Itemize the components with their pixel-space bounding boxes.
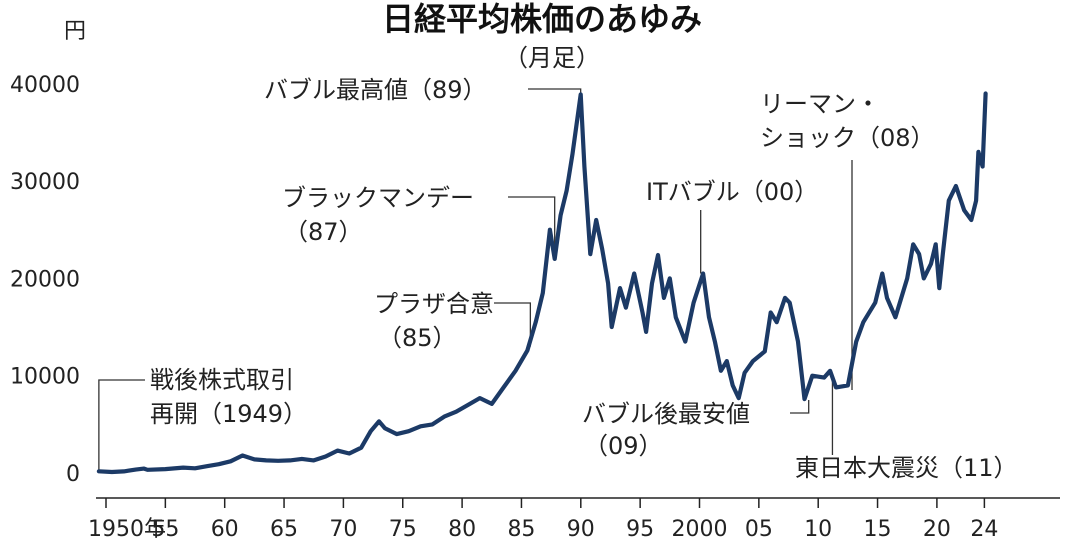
annotation-post-bubble-low: バブル後最安値 （09） xyxy=(582,400,750,460)
x-tick-label: 15 xyxy=(864,517,892,542)
annotation-black-monday: ブラックマンデー （87） xyxy=(282,184,474,246)
annotation-earthquake: 東日本大震災（11） xyxy=(795,454,1018,482)
x-tick-label: 10 xyxy=(804,517,832,542)
annotation-text: （85） xyxy=(378,324,457,352)
x-tick-label: 2000 xyxy=(672,517,728,542)
leader-black-monday xyxy=(508,196,556,259)
y-tick-label: 10000 xyxy=(10,365,80,390)
x-tick-marks xyxy=(105,498,986,508)
annotation-text: ショック（08） xyxy=(760,124,935,152)
y-tick-label: 20000 xyxy=(10,267,80,292)
annotation-text: 再開（1949） xyxy=(150,400,307,428)
y-unit-label: 円 xyxy=(64,19,86,44)
annotation-text: プラザ合意 xyxy=(374,290,494,318)
annotation-lehman: リーマン・ ショック（08） xyxy=(760,90,935,152)
x-tick-label: 1950年 xyxy=(88,517,166,542)
annotation-text: （09） xyxy=(584,432,663,460)
leader-bubble-peak xyxy=(528,88,582,95)
annotation-text: 東日本大震災（11） xyxy=(795,454,1018,482)
x-tick-label: 65 xyxy=(270,517,298,542)
y-tick-label: 30000 xyxy=(10,170,80,195)
x-tick-label: 70 xyxy=(329,517,357,542)
x-tick-label: 90 xyxy=(567,517,595,542)
annotation-text: 戦後株式取引 xyxy=(150,366,294,394)
x-tick-label: 55 xyxy=(151,517,179,542)
annotation-it-bubble: ITバブル（00） xyxy=(646,178,818,206)
leader-plaza xyxy=(494,302,532,347)
annotation-plaza: プラザ合意 （85） xyxy=(374,290,494,352)
annotation-bubble-peak: バブル最高値（89） xyxy=(264,76,487,104)
x-tick-label: 24 xyxy=(970,517,998,542)
annotation-text: バブル後最安値 xyxy=(582,400,750,428)
chart-title: 日経平均株価のあゆみ xyxy=(382,0,702,38)
y-tick-labels: 0 10000 20000 30000 40000 xyxy=(10,73,80,487)
x-tick-label: 85 xyxy=(507,517,535,542)
annotation-text: （87） xyxy=(284,218,363,246)
y-tick-label: 40000 xyxy=(10,73,80,98)
x-tick-label: 80 xyxy=(448,517,476,542)
x-tick-label: 20 xyxy=(923,517,951,542)
x-tick-label: 60 xyxy=(211,517,239,542)
annotation-leaders xyxy=(98,88,853,472)
annotation-text: ITバブル（00） xyxy=(646,178,818,206)
annotation-text: ブラックマンデー xyxy=(282,184,474,212)
annotation-text: リーマン・ xyxy=(760,90,880,118)
leader-postwar xyxy=(98,379,145,472)
y-tick-label: 0 xyxy=(66,462,80,487)
x-tick-label: 75 xyxy=(389,517,417,542)
leader-post-bubble-low xyxy=(790,400,810,414)
chart-subtitle: （月足） xyxy=(504,44,600,72)
x-tick-label: 95 xyxy=(626,517,654,542)
x-tick-label: 05 xyxy=(745,517,773,542)
series-line xyxy=(96,91,988,475)
series-group xyxy=(96,91,988,475)
annotation-text: バブル最高値（89） xyxy=(264,76,487,104)
annotation-postwar: 戦後株式取引 再開（1949） xyxy=(150,366,307,428)
